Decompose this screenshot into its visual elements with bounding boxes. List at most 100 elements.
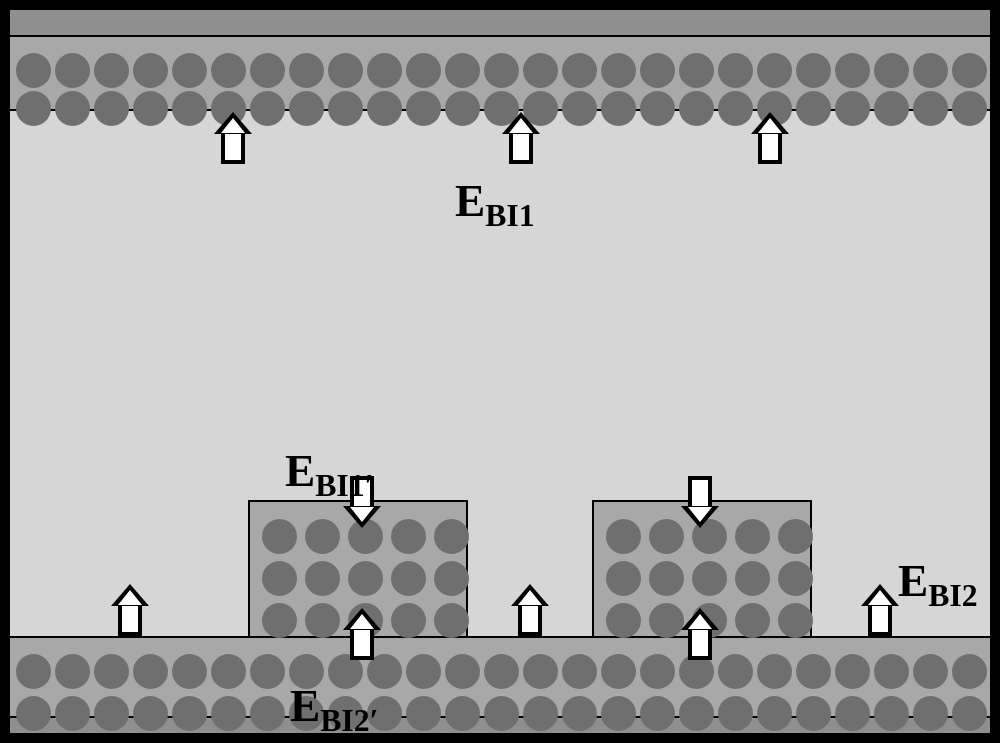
particle-circle: [133, 53, 168, 88]
particle-circle: [835, 53, 870, 88]
particle-circle: [679, 53, 714, 88]
particle-circle: [649, 561, 684, 596]
particle-circle: [484, 654, 519, 689]
label-base: E: [285, 446, 315, 496]
particle-circle: [952, 53, 987, 88]
particle-circle: [735, 561, 770, 596]
particle-circle: [172, 91, 207, 126]
particle-circle: [606, 603, 641, 638]
particle-circle: [718, 91, 753, 126]
particle-circle: [445, 696, 480, 731]
arrow-cap: [758, 160, 782, 164]
particle-circle: [640, 91, 675, 126]
particle-circle: [289, 53, 324, 88]
particle-circle: [55, 91, 90, 126]
particle-circle: [133, 696, 168, 731]
particle-circle: [952, 654, 987, 689]
particle-circle: [523, 654, 558, 689]
particle-circle: [640, 696, 675, 731]
particle-circle: [718, 654, 753, 689]
arrow-head: [343, 608, 381, 630]
arrow-body: [221, 132, 245, 160]
label-sub: BI2′: [320, 703, 378, 738]
particle-circle: [874, 91, 909, 126]
particle-circle: [778, 603, 813, 638]
particle-circle: [649, 519, 684, 554]
particle-circle: [913, 696, 948, 731]
arrow-body: [509, 132, 533, 160]
particle-circle: [718, 53, 753, 88]
particle-circle: [391, 519, 426, 554]
particle-circle: [757, 53, 792, 88]
particle-circle: [562, 53, 597, 88]
particle-circle: [778, 519, 813, 554]
particle-circle: [262, 519, 297, 554]
particle-circle: [796, 696, 831, 731]
particle-circle: [133, 654, 168, 689]
particle-circle: [874, 654, 909, 689]
particle-circle: [94, 53, 129, 88]
label-EBI2p: EBI2′: [290, 680, 379, 739]
particle-circle: [562, 91, 597, 126]
particle-circle: [406, 654, 441, 689]
particle-circle: [778, 561, 813, 596]
label-base: E: [290, 681, 320, 731]
label-EBI1: EBI1: [455, 175, 535, 234]
particle-circle: [94, 91, 129, 126]
particle-circle: [562, 696, 597, 731]
particle-circle: [211, 654, 246, 689]
particle-circle: [55, 696, 90, 731]
particle-circle: [796, 53, 831, 88]
arrow-head: [111, 584, 149, 606]
particle-circle: [796, 91, 831, 126]
particle-circle: [262, 603, 297, 638]
arrow-cap: [868, 632, 892, 636]
arrow-head: [681, 506, 719, 528]
particle-circle: [913, 91, 948, 126]
particle-circle: [406, 53, 441, 88]
label-base: E: [455, 176, 485, 226]
particle-circle: [406, 696, 441, 731]
particle-circle: [391, 561, 426, 596]
particle-circle: [250, 696, 285, 731]
particle-circle: [735, 519, 770, 554]
particle-circle: [305, 603, 340, 638]
label-sub: BI1′: [315, 468, 373, 503]
particle-circle: [172, 654, 207, 689]
particle-circle: [835, 91, 870, 126]
arrow-head: [751, 112, 789, 134]
label-sub: BI1: [485, 198, 534, 233]
particle-circle: [562, 654, 597, 689]
particle-circle: [601, 91, 636, 126]
particle-circle: [679, 696, 714, 731]
particle-circle: [434, 519, 469, 554]
particle-circle: [640, 654, 675, 689]
label-base: E: [898, 556, 928, 606]
arrow-cap: [118, 632, 142, 636]
particle-circle: [434, 603, 469, 638]
arrow-body: [758, 132, 782, 160]
arrow-body: [518, 604, 542, 632]
label-EBI2: EBI2: [898, 555, 978, 614]
particle-circle: [172, 696, 207, 731]
particle-circle: [692, 561, 727, 596]
particle-circle: [484, 53, 519, 88]
particle-circle: [757, 654, 792, 689]
particle-circle: [601, 53, 636, 88]
arrow-cap: [518, 632, 542, 636]
particle-circle: [434, 561, 469, 596]
particle-circle: [305, 519, 340, 554]
arrow-cap: [350, 656, 374, 660]
particle-circle: [16, 91, 51, 126]
particle-circle: [133, 91, 168, 126]
particle-circle: [367, 91, 402, 126]
particle-circle: [913, 53, 948, 88]
particle-circle: [289, 91, 324, 126]
particle-circle: [606, 519, 641, 554]
particle-circle: [874, 53, 909, 88]
particle-circle: [952, 91, 987, 126]
arrow-cap: [509, 160, 533, 164]
arrow-head: [861, 584, 899, 606]
arrow-body: [688, 480, 712, 508]
particle-circle: [391, 603, 426, 638]
